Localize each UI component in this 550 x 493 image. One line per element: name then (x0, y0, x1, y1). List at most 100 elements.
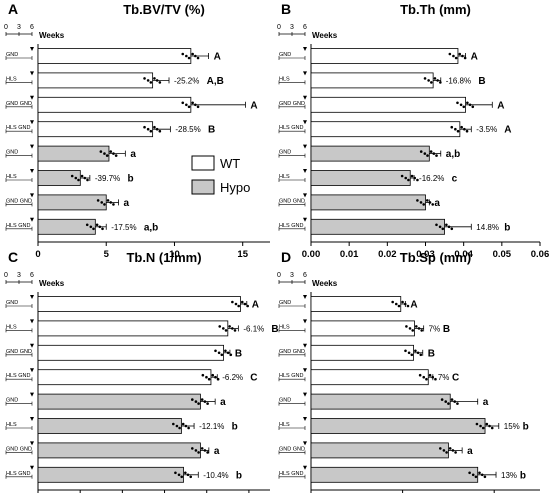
timeline-tick-label: 6 (30, 272, 34, 279)
data-point (462, 105, 466, 109)
data-point (440, 398, 444, 401)
panel-letter: A (8, 1, 18, 17)
significance-letter: B (443, 324, 450, 335)
data-point (194, 400, 198, 403)
data-point (181, 422, 185, 426)
x-tick-label: 0.02 (378, 249, 397, 260)
data-point (431, 203, 435, 206)
data-point (112, 152, 115, 155)
data-point (403, 302, 407, 306)
significance-letter: a (483, 397, 489, 408)
timeline-marker-icon (30, 295, 34, 299)
data-point (461, 54, 464, 58)
data-point (478, 471, 481, 475)
significance-letter: c (452, 174, 458, 185)
data-point (83, 176, 87, 180)
data-point (80, 174, 84, 178)
significance-letter: B (271, 324, 278, 335)
significance-letter: b (127, 174, 133, 185)
timeline-tick-label: 0 (277, 272, 281, 279)
timeline-weeks-label: Weeks (39, 31, 65, 40)
data-point (483, 475, 487, 479)
data-point (422, 375, 426, 379)
bar (37, 96, 192, 113)
data-point (405, 325, 408, 328)
bar (37, 369, 212, 386)
bar (37, 72, 154, 89)
data-point (463, 56, 467, 60)
timeline-marker-icon (30, 217, 34, 222)
data-point (233, 329, 237, 332)
data-point (456, 402, 459, 405)
data-point (185, 54, 188, 58)
timeline-tick-label: 6 (30, 24, 34, 31)
data-point (194, 103, 197, 107)
data-point (231, 300, 234, 304)
timeline-marker-icon (303, 71, 307, 76)
legend-label-hypo: Hypo (220, 180, 250, 195)
bar (37, 194, 107, 211)
data-point (419, 201, 423, 204)
data-point (95, 223, 99, 227)
significance-letter: C (452, 373, 459, 384)
bar (310, 48, 459, 64)
timeline-marker-icon (30, 169, 34, 173)
percent-label: 14.8% (476, 223, 499, 232)
data-point (194, 449, 198, 452)
significance-letter: A (252, 300, 259, 311)
data-point (475, 422, 479, 426)
timeline-row-tag: HLS GND (279, 125, 303, 131)
data-point (408, 327, 412, 330)
significance-letter: A (250, 100, 257, 111)
panel-letter: B (281, 1, 291, 17)
data-point (216, 377, 220, 381)
data-point (194, 54, 197, 58)
data-point (155, 79, 159, 82)
timeline-marker-icon (303, 217, 307, 222)
timeline-row-tag: GND (279, 398, 291, 404)
bar (37, 466, 184, 483)
data-point (411, 329, 415, 332)
timeline-row-tag: HLS GND (6, 125, 30, 131)
data-point (214, 349, 217, 353)
data-point (243, 302, 247, 306)
bar (310, 170, 411, 186)
timeline-row-tag: HLS (6, 76, 17, 82)
data-point (187, 56, 191, 60)
data-point (237, 304, 240, 308)
data-point (109, 201, 113, 204)
data-point (451, 449, 455, 452)
timeline-tick-label: 3 (17, 24, 21, 31)
data-point (423, 152, 427, 155)
significance-letter: b (523, 422, 529, 433)
percent-label: -12.1% (199, 422, 224, 431)
data-point (201, 373, 205, 377)
data-point (410, 353, 414, 357)
timeline-row-tag: HLS (279, 174, 290, 180)
panel-letter: D (281, 249, 291, 265)
data-point (143, 125, 146, 129)
panel-a: A Tb.BV/TV (%) 0 3 6 Weeks A GND -25.2% A,B HLS A GN… (4, 1, 270, 260)
timeline-marker-icon (303, 95, 307, 100)
significance-letter: a (434, 198, 440, 209)
data-point (197, 451, 200, 454)
data-point (112, 203, 115, 206)
bar (310, 121, 461, 138)
timeline-row-tag: HLS (279, 76, 290, 82)
bar (310, 296, 402, 312)
data-point (200, 398, 204, 401)
panel-title: Tb.N (1/mm) (126, 250, 201, 265)
panel-title: Tb.Sp (mm) (400, 250, 472, 265)
data-point (448, 52, 452, 56)
data-point (401, 300, 404, 304)
data-point (485, 422, 489, 426)
data-point (109, 150, 113, 153)
significance-letter: A (214, 52, 221, 63)
data-point (433, 77, 437, 80)
data-point (434, 377, 437, 381)
bar (37, 170, 81, 186)
timeline-marker-icon (30, 193, 34, 198)
data-point (220, 353, 224, 357)
timeline-row-tag: GND GND (279, 349, 305, 355)
